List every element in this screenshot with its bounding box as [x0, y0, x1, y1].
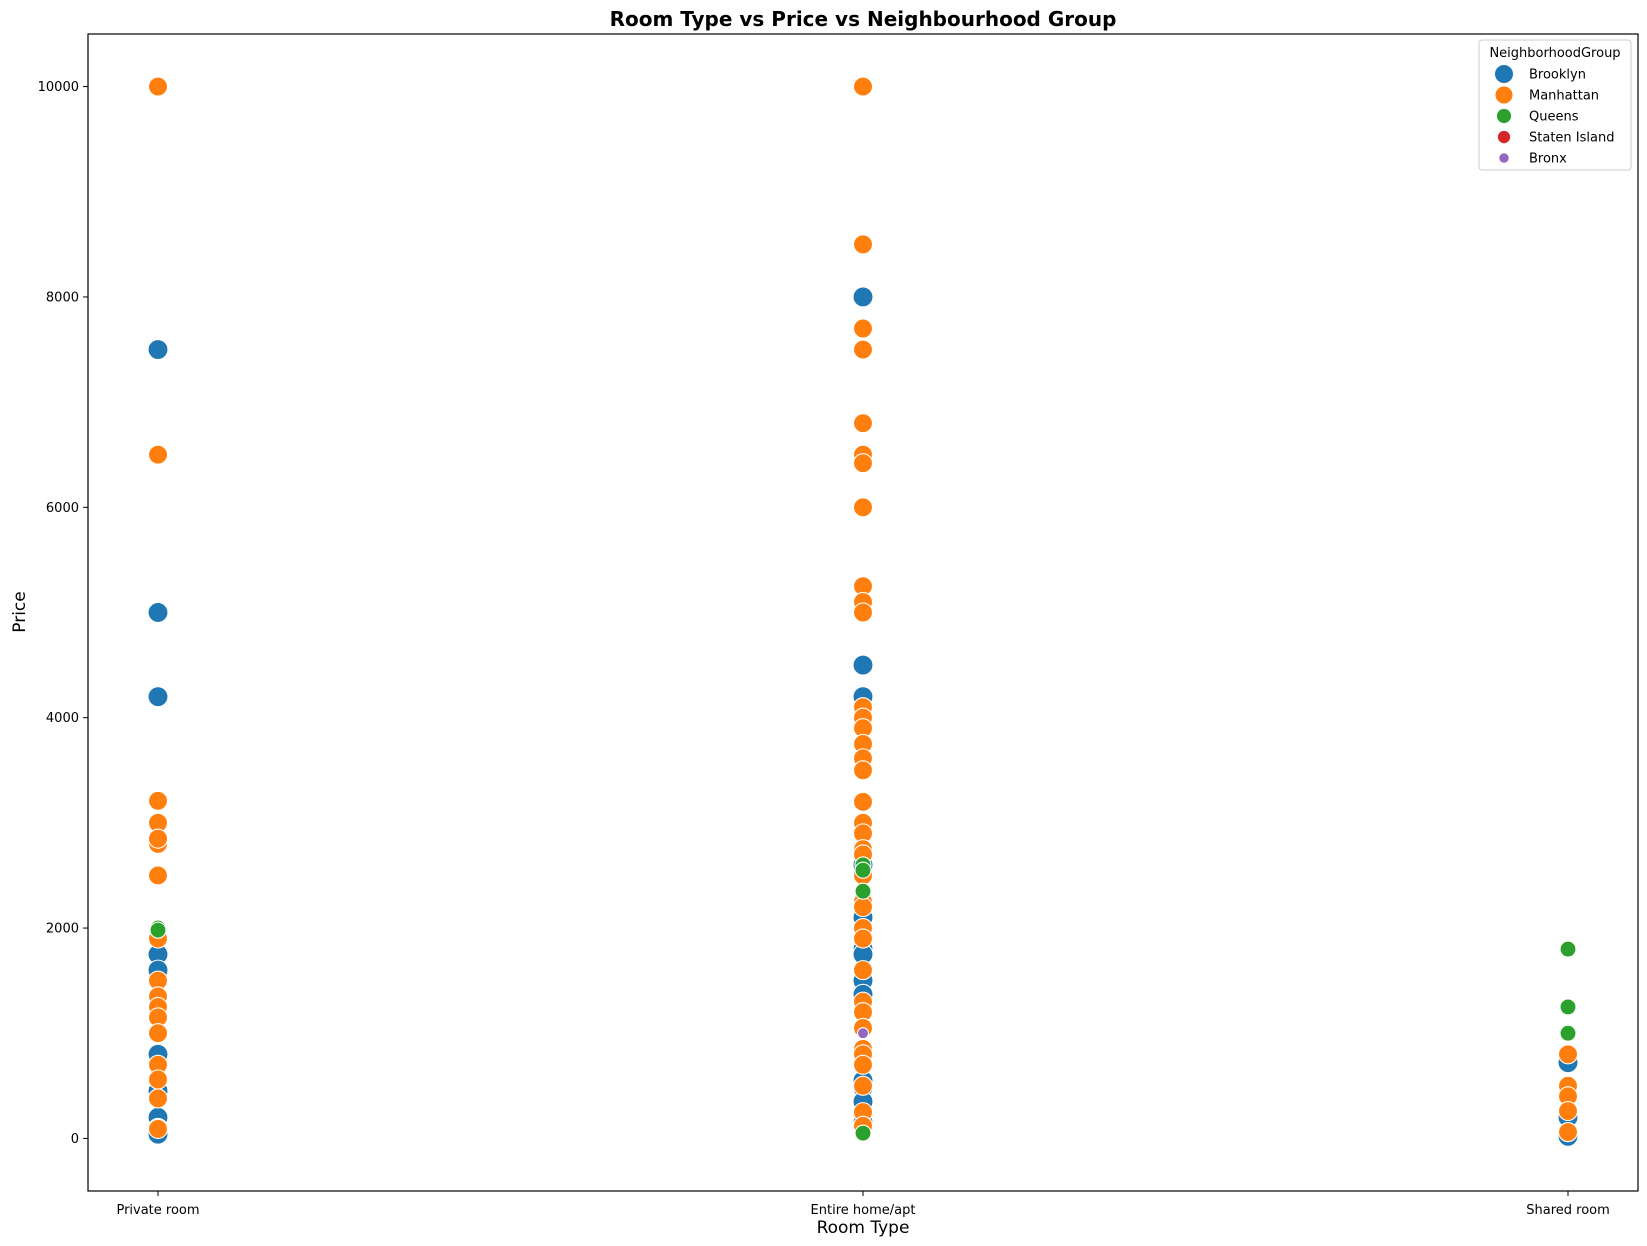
chart-title: Room Type vs Price vs Neighbourhood Grou…: [610, 7, 1117, 31]
points-layer: [147, 76, 1579, 1147]
data-point-manhattan: [852, 339, 874, 360]
legend-title: NeighborhoodGroup: [1489, 46, 1620, 61]
data-point-manhattan: [852, 318, 874, 339]
legend-marker-brooklyn: [1494, 64, 1514, 84]
data-point-queens: [1559, 998, 1577, 1016]
legend-label: Manhattan: [1529, 89, 1599, 104]
data-point-bronx: [856, 1027, 870, 1040]
legend-marker-staten-island: [1496, 129, 1512, 145]
legend-box: [1478, 39, 1632, 171]
data-point-manhattan: [852, 602, 874, 623]
data-point-queens: [1559, 940, 1577, 958]
data-point-manhattan: [852, 760, 874, 781]
data-point-brooklyn: [852, 286, 874, 308]
data-point-manhattan: [147, 444, 169, 465]
data-point-manhattan: [1557, 1122, 1579, 1143]
data-point-manhattan: [147, 1088, 169, 1109]
x-tick-label: Shared room: [1526, 1203, 1610, 1218]
y-tick-label: 6000: [46, 501, 79, 516]
y-tick-label: 2000: [46, 922, 79, 937]
legend-marker-manhattan: [1494, 85, 1514, 105]
x-tick-label: Private room: [116, 1203, 199, 1218]
data-point-manhattan: [852, 76, 874, 97]
legend-label: Brooklyn: [1529, 68, 1586, 83]
data-point-manhattan: [147, 865, 169, 886]
data-point-manhattan: [852, 791, 874, 812]
legend-label: Queens: [1529, 110, 1579, 125]
data-point-brooklyn: [147, 686, 169, 708]
data-point-manhattan: [852, 960, 874, 981]
data-point-brooklyn: [852, 654, 874, 676]
data-point-queens: [854, 882, 872, 900]
data-point-queens: [149, 921, 167, 939]
data-point-manhattan: [852, 928, 874, 949]
data-point-manhattan: [852, 453, 874, 474]
y-tick-label: 8000: [46, 290, 79, 305]
x-axis: Private room Entire home/apt Shared room: [116, 1191, 1610, 1218]
data-point-brooklyn: [147, 338, 169, 361]
data-point-manhattan: [852, 413, 874, 434]
legend-label: Staten Island: [1529, 131, 1614, 146]
data-point-manhattan: [147, 790, 169, 811]
data-point-manhattan: [1557, 1044, 1579, 1065]
data-point-queens: [854, 861, 872, 879]
legend: NeighborhoodGroup Brooklyn Manhattan Queens…: [1478, 39, 1632, 171]
data-point-manhattan: [852, 1075, 874, 1096]
data-point-manhattan: [147, 1118, 169, 1139]
data-point-manhattan: [1557, 1101, 1579, 1122]
y-tick-label: 4000: [46, 711, 79, 726]
legend-marker-queens: [1495, 107, 1513, 125]
data-point-manhattan: [147, 1069, 169, 1090]
legend-marker-bronx: [1498, 152, 1510, 164]
y-tick-label: 0: [71, 1132, 79, 1147]
y-axis-label: Price: [10, 591, 30, 632]
data-point-manhattan: [852, 497, 874, 518]
data-point-manhattan: [852, 234, 874, 255]
data-point-manhattan: [147, 76, 169, 97]
y-tick-label: 10000: [38, 80, 79, 95]
data-point-manhattan: [147, 828, 169, 849]
x-axis-label: Room Type: [817, 1218, 910, 1238]
legend-label: Bronx: [1529, 152, 1567, 167]
y-axis: 0 2000 4000 6000 8000 10000: [38, 80, 88, 1147]
x-tick-label: Entire home/apt: [811, 1203, 916, 1218]
data-point-queens: [854, 1124, 872, 1142]
data-point-queens: [1559, 1024, 1577, 1042]
data-point-manhattan: [852, 896, 874, 918]
data-point-brooklyn: [147, 601, 169, 624]
data-point-manhattan: [147, 1023, 169, 1044]
data-point-manhattan: [852, 1054, 874, 1075]
